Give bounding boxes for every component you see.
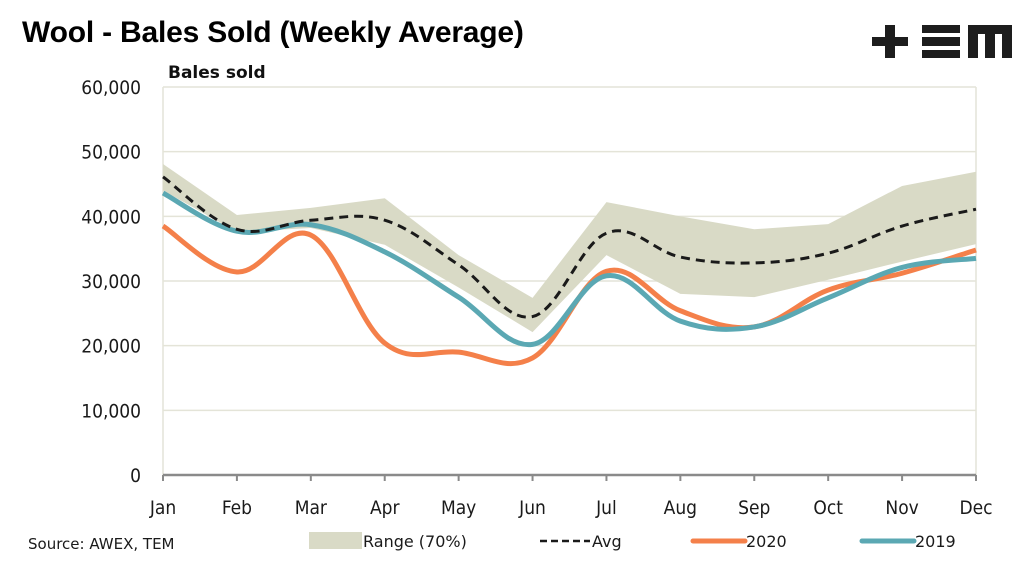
series-2020-line bbox=[161, 223, 977, 367]
x-tick-label: Nov bbox=[885, 497, 918, 519]
y-tick-label: 20,000 bbox=[81, 336, 141, 358]
range-band bbox=[163, 163, 976, 333]
source-note: Source: AWEX, TEM bbox=[28, 535, 174, 553]
x-tick-label: Jun bbox=[518, 497, 546, 519]
legend-2020-label: 2020 bbox=[746, 532, 787, 551]
x-tick-label: Feb bbox=[222, 497, 252, 519]
y-tick-label: 10,000 bbox=[81, 400, 141, 422]
x-tick-label: Mar bbox=[295, 497, 328, 519]
series-2019-line bbox=[161, 190, 977, 347]
legend-avg-label: Avg bbox=[592, 532, 622, 551]
chart-title: Wool - Bales Sold (Weekly Average) bbox=[22, 16, 524, 49]
x-tick-label: Sep bbox=[738, 497, 770, 519]
legend-range-label: Range (70%) bbox=[363, 532, 467, 551]
legend-range-swatch bbox=[309, 532, 362, 549]
x-tick-label: Jul bbox=[595, 497, 617, 519]
y-tick-label: 40,000 bbox=[81, 206, 141, 228]
x-tick-label: Apr bbox=[370, 497, 401, 519]
x-tick-label: Oct bbox=[813, 497, 843, 519]
y-tick-label: 0 bbox=[130, 465, 141, 487]
x-tick-label: Aug bbox=[664, 497, 697, 519]
legend-2019-label: 2019 bbox=[915, 532, 956, 551]
x-tick-label: May bbox=[441, 497, 476, 519]
y-tick-label: 30,000 bbox=[81, 271, 141, 293]
y-tick-label: 60,000 bbox=[81, 77, 141, 99]
y-axis-label: Bales sold bbox=[168, 63, 266, 83]
tem-logo-icon bbox=[868, 22, 1014, 67]
x-tick-label: Jan bbox=[149, 497, 176, 519]
y-tick-label: 50,000 bbox=[81, 142, 141, 164]
x-tick-label: Dec bbox=[959, 497, 992, 519]
